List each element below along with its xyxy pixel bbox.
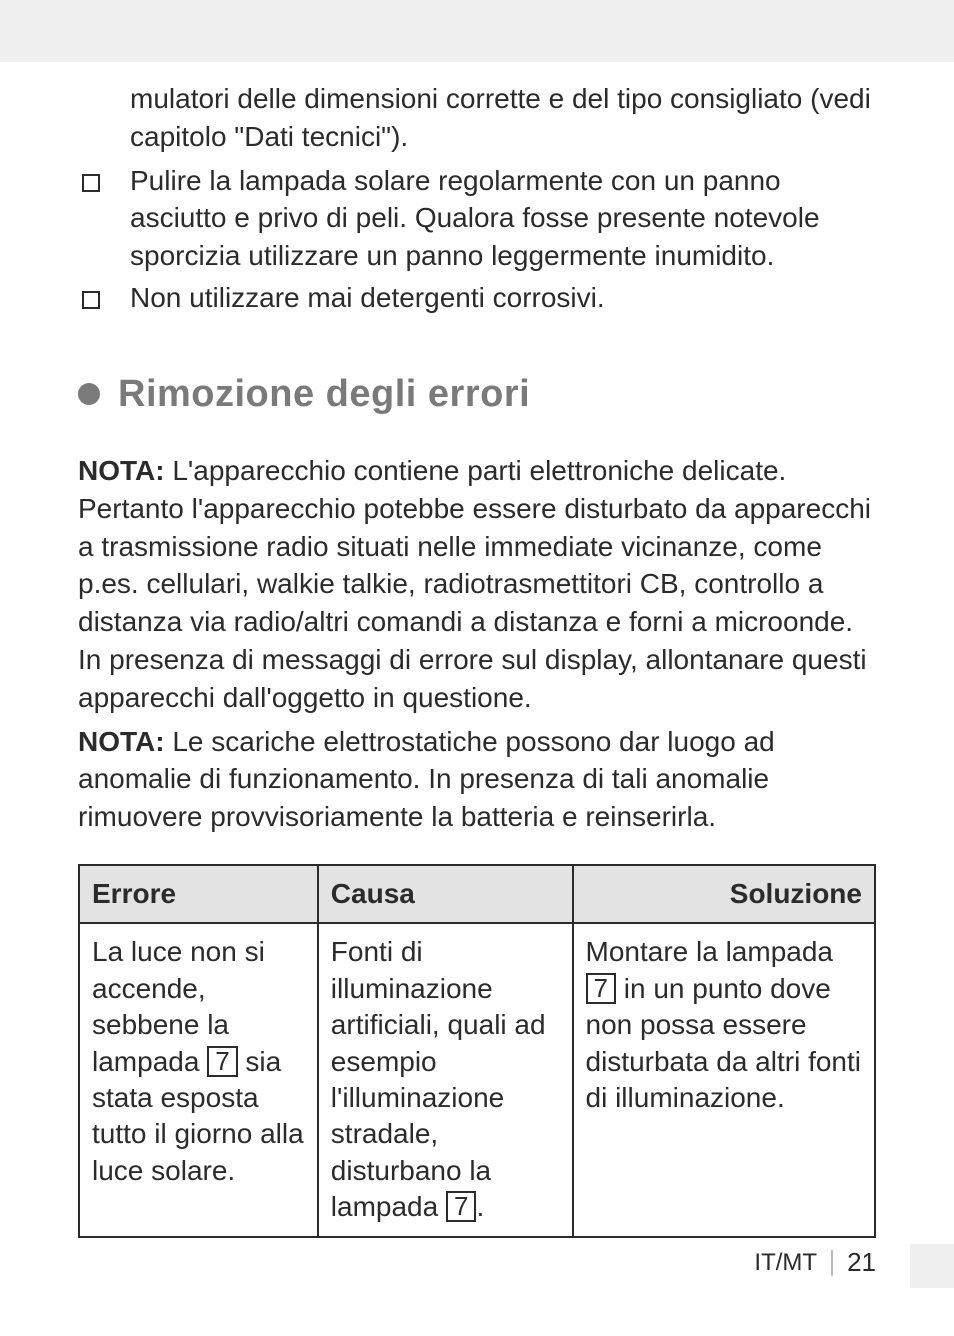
troubleshooting-table: Errore Causa Soluzione La luce non si ac… bbox=[78, 864, 876, 1238]
divider-icon bbox=[831, 1250, 833, 1276]
th-causa: Causa bbox=[318, 865, 573, 923]
top-band bbox=[0, 0, 954, 62]
ref-box-icon: 7 bbox=[586, 973, 616, 1004]
footer-locale: IT/MT bbox=[754, 1249, 817, 1277]
ref-box-icon: 7 bbox=[446, 1191, 476, 1222]
bullet-list: Pulire la lampada solare regolarmente co… bbox=[78, 162, 876, 317]
ref-box-icon: 7 bbox=[207, 1046, 237, 1077]
footer-tab bbox=[910, 1244, 954, 1288]
list-item: Pulire la lampada solare regolarmente co… bbox=[78, 162, 876, 275]
cell-text: . bbox=[476, 1191, 484, 1222]
heading-text: Rimozione degli errori bbox=[118, 369, 530, 420]
footer-page-number: 21 bbox=[847, 1247, 876, 1278]
note-label: NOTA: bbox=[78, 726, 165, 757]
th-soluzione: Soluzione bbox=[573, 865, 875, 923]
cell-causa: Fonti di illuminazione artificiali, qual… bbox=[318, 923, 573, 1236]
cell-errore: La luce non si accende, sebbene la lampa… bbox=[79, 923, 318, 1236]
page-content: mulatori delle dimensioni corrette e del… bbox=[78, 80, 876, 1276]
table-row: La luce non si accende, sebbene la lampa… bbox=[79, 923, 875, 1236]
continuation-text: mulatori delle dimensioni corrette e del… bbox=[130, 80, 876, 156]
page-footer: IT/MT 21 bbox=[754, 1247, 876, 1278]
cell-soluzione: Montare la lampada 7 in un punto dove no… bbox=[573, 923, 875, 1236]
section-heading: Rimozione degli errori bbox=[78, 369, 876, 420]
list-item: Non utilizzare mai detergenti corrosivi. bbox=[78, 279, 876, 317]
list-item-text: Pulire la lampada solare regolarmente co… bbox=[130, 165, 820, 272]
note-label: NOTA: bbox=[78, 455, 165, 486]
list-item-text: Non utilizzare mai detergenti corrosivi. bbox=[130, 282, 605, 313]
table-header-row: Errore Causa Soluzione bbox=[79, 865, 875, 923]
bullet-icon bbox=[78, 383, 100, 405]
note-body: Le scariche elettrostatiche possono dar … bbox=[78, 726, 775, 833]
cell-text: Fonti di illuminazione artificiali, qual… bbox=[331, 936, 546, 1222]
cell-text: Montare la lampada bbox=[586, 936, 833, 967]
note-paragraph: NOTA: Le scariche elettrostatiche posson… bbox=[78, 723, 876, 836]
note-body: L'apparecchio contiene parti elettronich… bbox=[78, 455, 871, 713]
th-errore: Errore bbox=[79, 865, 318, 923]
note-paragraph: NOTA: L'apparecchio contiene parti elett… bbox=[78, 452, 876, 717]
cell-text: in un punto dove non possa essere distur… bbox=[586, 973, 862, 1113]
